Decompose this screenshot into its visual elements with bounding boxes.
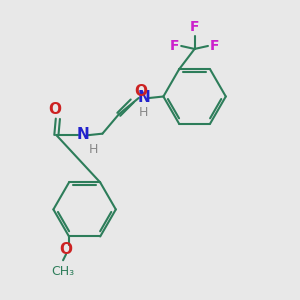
- Text: O: O: [134, 85, 147, 100]
- Text: F: F: [170, 39, 180, 53]
- Text: O: O: [59, 242, 73, 257]
- Text: H: H: [139, 106, 148, 119]
- Text: O: O: [48, 102, 62, 117]
- Text: CH₃: CH₃: [52, 265, 75, 278]
- Text: F: F: [190, 20, 199, 34]
- Text: F: F: [209, 39, 219, 53]
- Text: N: N: [138, 90, 150, 105]
- Text: H: H: [89, 142, 98, 156]
- Text: N: N: [77, 127, 89, 142]
